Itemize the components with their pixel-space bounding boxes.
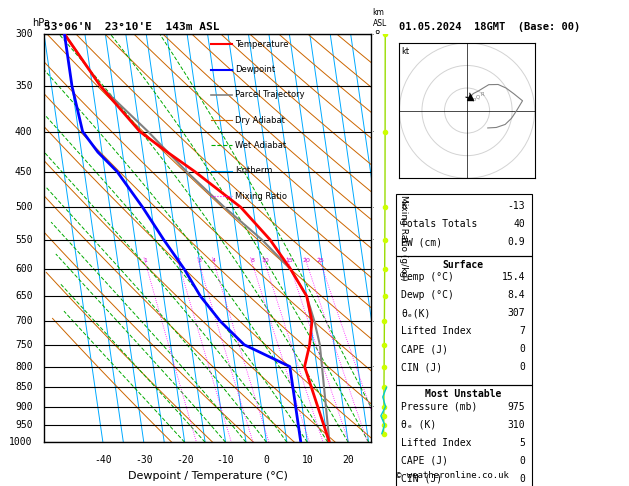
Text: Mixing Ratio (g/kg): Mixing Ratio (g/kg): [399, 195, 408, 281]
Text: 15: 15: [286, 259, 293, 263]
Text: CAPE (J): CAPE (J): [401, 455, 448, 466]
Text: 3: 3: [197, 259, 201, 263]
Text: CAPE (J): CAPE (J): [401, 344, 448, 354]
Text: R: R: [481, 91, 484, 97]
Text: Surface: Surface: [443, 260, 484, 270]
Text: Q: Q: [476, 94, 480, 99]
Text: CIN (J): CIN (J): [401, 362, 442, 372]
Text: 600: 600: [15, 264, 33, 274]
Text: CIN (J): CIN (J): [401, 473, 442, 484]
Text: -10: -10: [217, 454, 235, 465]
Text: 20: 20: [303, 259, 311, 263]
Text: -3: -3: [373, 317, 381, 326]
Text: Parcel Trajectory: Parcel Trajectory: [235, 90, 305, 99]
Text: -13: -13: [508, 201, 525, 211]
Text: Totals Totals: Totals Totals: [401, 219, 477, 229]
Text: 4: 4: [212, 259, 216, 263]
Text: 10: 10: [261, 259, 269, 263]
Text: Temperature: Temperature: [235, 40, 289, 49]
Text: 950: 950: [15, 420, 33, 430]
Text: θₑ(K): θₑ(K): [401, 308, 431, 318]
Text: 5: 5: [520, 437, 525, 448]
Text: 800: 800: [15, 362, 33, 372]
Text: 0.9: 0.9: [508, 237, 525, 247]
Text: 8.4: 8.4: [508, 290, 525, 300]
Text: 0: 0: [520, 362, 525, 372]
Text: 10: 10: [301, 454, 313, 465]
Text: 850: 850: [15, 382, 33, 392]
Text: 1: 1: [143, 259, 148, 263]
Text: 0: 0: [520, 344, 525, 354]
Text: 350: 350: [15, 81, 33, 91]
Text: 25: 25: [317, 259, 325, 263]
Text: kt: kt: [402, 48, 410, 56]
Text: -30: -30: [135, 454, 153, 465]
Text: © weatheronline.co.uk: © weatheronline.co.uk: [396, 471, 509, 480]
Text: -7: -7: [373, 127, 381, 136]
Text: 8: 8: [250, 259, 254, 263]
Text: -8: -8: [373, 30, 381, 38]
Text: 400: 400: [15, 126, 33, 137]
Text: 40: 40: [513, 219, 525, 229]
Text: K: K: [401, 201, 407, 211]
Text: Dewp (°C): Dewp (°C): [401, 290, 454, 300]
Text: 900: 900: [15, 401, 33, 412]
Text: PW (cm): PW (cm): [401, 237, 442, 247]
Text: Wet Adiabat: Wet Adiabat: [235, 141, 286, 150]
Text: hPa: hPa: [33, 18, 50, 28]
Text: -1: -1: [373, 402, 381, 411]
Text: 307: 307: [508, 308, 525, 318]
Text: 300: 300: [15, 29, 33, 39]
Text: Temp (°C): Temp (°C): [401, 272, 454, 282]
Text: 53°06'N  23°10'E  143m ASL: 53°06'N 23°10'E 143m ASL: [44, 22, 220, 32]
Text: Most Unstable: Most Unstable: [425, 389, 501, 399]
Text: Dewpoint: Dewpoint: [235, 65, 276, 74]
Text: 15.4: 15.4: [502, 272, 525, 282]
Text: Lifted Index: Lifted Index: [401, 326, 472, 336]
Text: 500: 500: [15, 202, 33, 212]
Text: Mixing Ratio: Mixing Ratio: [235, 191, 287, 201]
Text: 0: 0: [520, 455, 525, 466]
Text: Pressure (mb): Pressure (mb): [401, 401, 477, 412]
Text: Dewpoint / Temperature (°C): Dewpoint / Temperature (°C): [128, 471, 287, 481]
Text: 550: 550: [15, 235, 33, 244]
Text: P: P: [472, 98, 476, 103]
Text: θₑ (K): θₑ (K): [401, 419, 437, 430]
Text: 975: 975: [508, 401, 525, 412]
Text: Dry Adiabat: Dry Adiabat: [235, 116, 285, 124]
Text: 700: 700: [15, 316, 33, 326]
Text: -20: -20: [176, 454, 194, 465]
Text: 01.05.2024  18GMT  (Base: 00): 01.05.2024 18GMT (Base: 00): [399, 22, 581, 32]
Text: 0: 0: [520, 473, 525, 484]
Text: km
ASL: km ASL: [373, 8, 387, 28]
Text: 0: 0: [264, 454, 269, 465]
Text: 310: 310: [508, 419, 525, 430]
Text: 1000: 1000: [9, 437, 33, 447]
Text: -5: -5: [373, 235, 381, 244]
Text: Lifted Index: Lifted Index: [401, 437, 472, 448]
Text: 650: 650: [15, 291, 33, 301]
Text: 7: 7: [520, 326, 525, 336]
Text: 750: 750: [15, 340, 33, 350]
Text: -6: -6: [373, 203, 381, 212]
Text: -4: -4: [373, 264, 381, 274]
Text: 450: 450: [15, 167, 33, 176]
Text: Isotherm: Isotherm: [235, 166, 273, 175]
Text: -40: -40: [94, 454, 112, 465]
Text: 1LCL: 1LCL: [373, 403, 390, 410]
Text: -2: -2: [373, 362, 381, 371]
Text: 20: 20: [342, 454, 354, 465]
Text: 2: 2: [177, 259, 181, 263]
